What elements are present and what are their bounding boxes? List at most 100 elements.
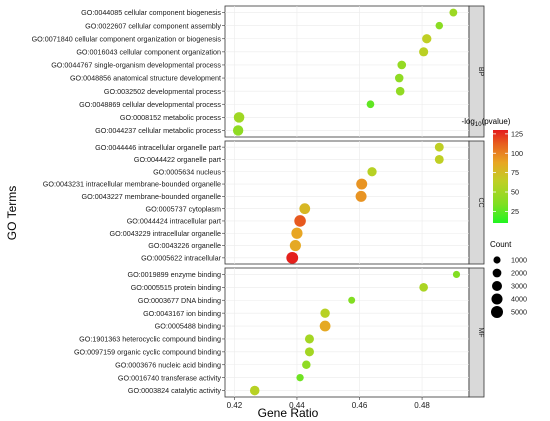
size-legend-label: 1000 <box>511 256 527 265</box>
data-point <box>434 154 444 164</box>
x-tick-label: 0.44 <box>289 401 305 410</box>
data-point <box>289 239 301 252</box>
size-legend-items: 1000 2000 3000 4000 5000 <box>491 256 527 318</box>
y-tick-label: GO:0044422 organelle part <box>134 155 221 164</box>
x-tick-label: 0.48 <box>414 401 430 410</box>
y-tick-label: GO:0043231 intracellular membrane-bounde… <box>43 180 221 189</box>
y-tick-label: GO:0044085 cellular component biogenesis <box>81 8 221 17</box>
facet-panel-bp: BP GO:0044085 cellular component biogenes… <box>32 5 485 138</box>
y-tick-label: GO:0044446 intracellular organelle part <box>95 143 221 152</box>
data-point <box>291 227 303 239</box>
size-legend-dot <box>491 280 503 292</box>
data-point <box>319 320 331 332</box>
x-axis-title: Gene Ratio <box>258 406 319 420</box>
data-point <box>233 112 245 123</box>
data-point <box>320 308 330 318</box>
color-legend-title-main: -log <box>462 117 475 126</box>
y-tick-label: GO:0044237 cellular metabolic process <box>95 126 221 135</box>
size-legend-dot <box>491 293 503 305</box>
y-tick-label: GO:0003824 catalytic activity <box>128 386 221 395</box>
data-point <box>452 270 461 279</box>
data-point <box>294 215 306 227</box>
x-axis: 0.42 0.44 0.46 0.48 <box>227 397 430 410</box>
y-tick-label: GO:0005634 nucleus <box>153 167 221 176</box>
facet-panel-cc: CC GO:0044446 intracellular organelle par… <box>43 140 485 265</box>
data-point <box>299 203 311 215</box>
data-point <box>302 360 311 369</box>
size-legend-label: 4000 <box>511 295 527 304</box>
y-tick-label: GO:0003677 DNA binding <box>138 296 221 305</box>
y-tick-label: GO:0016740 transferase activity <box>118 373 221 382</box>
y-tick-label: GO:0043167 ion binding <box>143 309 221 318</box>
color-legend-tick-label: 25 <box>511 207 519 216</box>
y-tick-label: GO:0005622 intracellular <box>141 253 222 262</box>
data-point <box>356 178 368 190</box>
size-legend-dot <box>492 268 502 278</box>
y-tick-label: GO:0005737 cytoplasm <box>145 204 221 213</box>
panel-background <box>224 5 470 138</box>
data-point <box>422 34 432 44</box>
size-legend-dot <box>491 306 503 318</box>
y-tick-label: GO:0016043 cellular component organizati… <box>76 47 221 56</box>
data-point <box>434 142 444 152</box>
color-legend-bar <box>493 130 508 223</box>
color-legend-tick-label: 125 <box>511 129 523 138</box>
facet-strip-label: CC <box>477 197 484 207</box>
data-point <box>419 283 428 292</box>
data-point <box>419 47 429 57</box>
data-point <box>397 60 407 70</box>
data-point <box>394 73 404 83</box>
y-tick-label: GO:0019899 enzyme binding <box>127 270 221 279</box>
y-tick-label: GO:0048856 anatomical structure developm… <box>70 74 221 83</box>
panel-background <box>224 140 470 265</box>
panel-background <box>224 267 470 398</box>
y-tick-label: GO:0044424 intracellular part <box>127 217 221 226</box>
facet-panel-mf: MF GO:0019899 enzyme binding GO:0005515 pr… <box>74 267 485 398</box>
color-legend-title-sub: 10 <box>475 122 482 128</box>
y-tick-label: GO:0043229 intracellular organelle <box>110 229 221 238</box>
x-tick-label: 0.46 <box>352 401 368 410</box>
y-tick-label: GO:0048869 cellular developmental proces… <box>79 100 221 109</box>
data-point <box>304 347 314 357</box>
data-point <box>249 385 260 396</box>
y-tick-label: GO:0071840 cellular component organizati… <box>32 34 222 43</box>
facet-strip-label: BP <box>477 67 484 77</box>
data-point <box>296 373 304 382</box>
size-legend-title: Count <box>490 240 512 249</box>
size-legend-label: 3000 <box>511 282 527 291</box>
facet-panels: BP GO:0044085 cellular component biogenes… <box>32 5 485 398</box>
color-legend: -log10(pvalue) 25 50 75 100 125 <box>462 117 523 223</box>
y-tick-label: GO:0032502 developmental process <box>104 87 221 96</box>
y-tick-label: GO:1901363 heterocyclic compound binding <box>79 335 221 344</box>
size-legend-label: 2000 <box>511 269 527 278</box>
data-point <box>232 125 244 136</box>
y-tick-label: GO:0005515 protein binding <box>131 283 221 292</box>
color-legend-ticks: 25 50 75 100 125 <box>493 129 523 216</box>
color-legend-title-tail: (pvalue) <box>482 117 511 126</box>
y-tick-label: GO:0043226 organelle <box>148 241 221 250</box>
data-point <box>286 251 299 264</box>
color-legend-tick-label: 100 <box>511 149 523 158</box>
color-legend-tick-label: 50 <box>511 188 519 197</box>
y-tick-label: GO:0005488 binding <box>155 322 221 331</box>
y-tick-label: GO:0043227 membrane-bounded organelle <box>82 192 221 201</box>
data-point <box>304 334 314 344</box>
size-legend-label: 5000 <box>511 308 527 317</box>
facet-strip <box>468 140 485 265</box>
y-tick-label: GO:0008152 metabolic process <box>120 113 221 122</box>
facet-strip <box>468 5 485 138</box>
y-axis-title: GO Terms <box>5 186 19 240</box>
y-tick-label: GO:0022607 cellular component assembly <box>85 21 221 30</box>
data-point <box>355 190 367 202</box>
data-point <box>395 86 405 96</box>
data-point <box>366 100 375 109</box>
data-point <box>367 167 377 177</box>
data-point <box>435 21 444 30</box>
y-tick-label: GO:0003676 nucleic acid binding <box>115 360 221 369</box>
data-point <box>449 8 458 17</box>
y-tick-label: GO:0097159 organic cyclic compound bindi… <box>74 347 221 356</box>
size-legend: Count 1000 2000 3000 4000 5000 <box>490 240 527 318</box>
x-tick-label: 0.42 <box>227 401 243 410</box>
color-legend-tick-label: 75 <box>511 168 519 177</box>
